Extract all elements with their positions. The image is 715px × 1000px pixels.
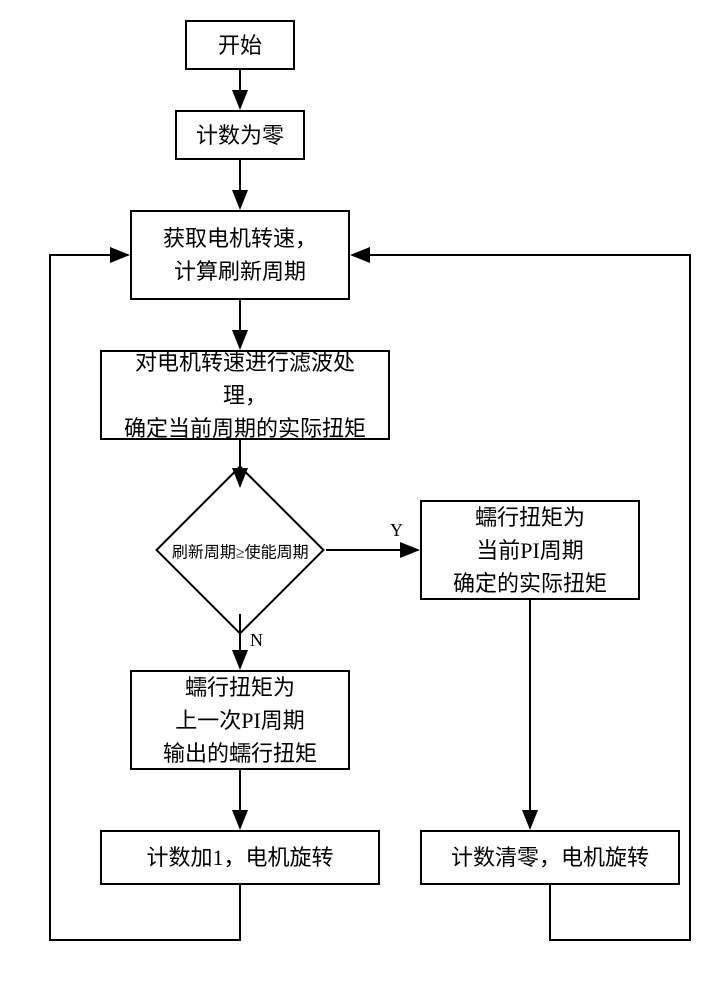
get-speed-node: 获取电机转速， 计算刷新周期 [130, 210, 350, 300]
count-plus-label: 计数加1，电机旋转 [146, 841, 333, 874]
count-plus-node: 计数加1，电机旋转 [100, 830, 380, 885]
count-clear-node: 计数清零，电机旋转 [420, 830, 680, 885]
filter-node: 对电机转速进行滤波处理， 确定当前周期的实际扭矩 [100, 350, 390, 440]
count-zero-label: 计数为零 [196, 119, 284, 152]
filter-label: 对电机转速进行滤波处理， 确定当前周期的实际扭矩 [114, 346, 376, 445]
start-node: 开始 [185, 20, 295, 70]
get-speed-label: 获取电机转速， 计算刷新周期 [163, 222, 317, 288]
edge-label-y: Y [390, 520, 403, 541]
start-label: 开始 [218, 29, 262, 62]
decision-label: 刷新周期≥使能周期 [172, 538, 309, 562]
count-zero-node: 计数为零 [175, 110, 305, 160]
edge-label-n: N [250, 630, 263, 651]
no-box-node: 蠕行扭矩为 上一次PI周期 输出的蠕行扭矩 [130, 670, 350, 770]
yes-box-node: 蠕行扭矩为 当前PI周期 确定的实际扭矩 [420, 500, 640, 600]
yes-box-label: 蠕行扭矩为 当前PI周期 确定的实际扭矩 [453, 501, 607, 600]
no-box-label: 蠕行扭矩为 上一次PI周期 输出的蠕行扭矩 [163, 671, 317, 770]
decision-node: 刷新周期≥使能周期 [155, 465, 325, 635]
count-clear-label: 计数清零，电机旋转 [451, 841, 649, 874]
